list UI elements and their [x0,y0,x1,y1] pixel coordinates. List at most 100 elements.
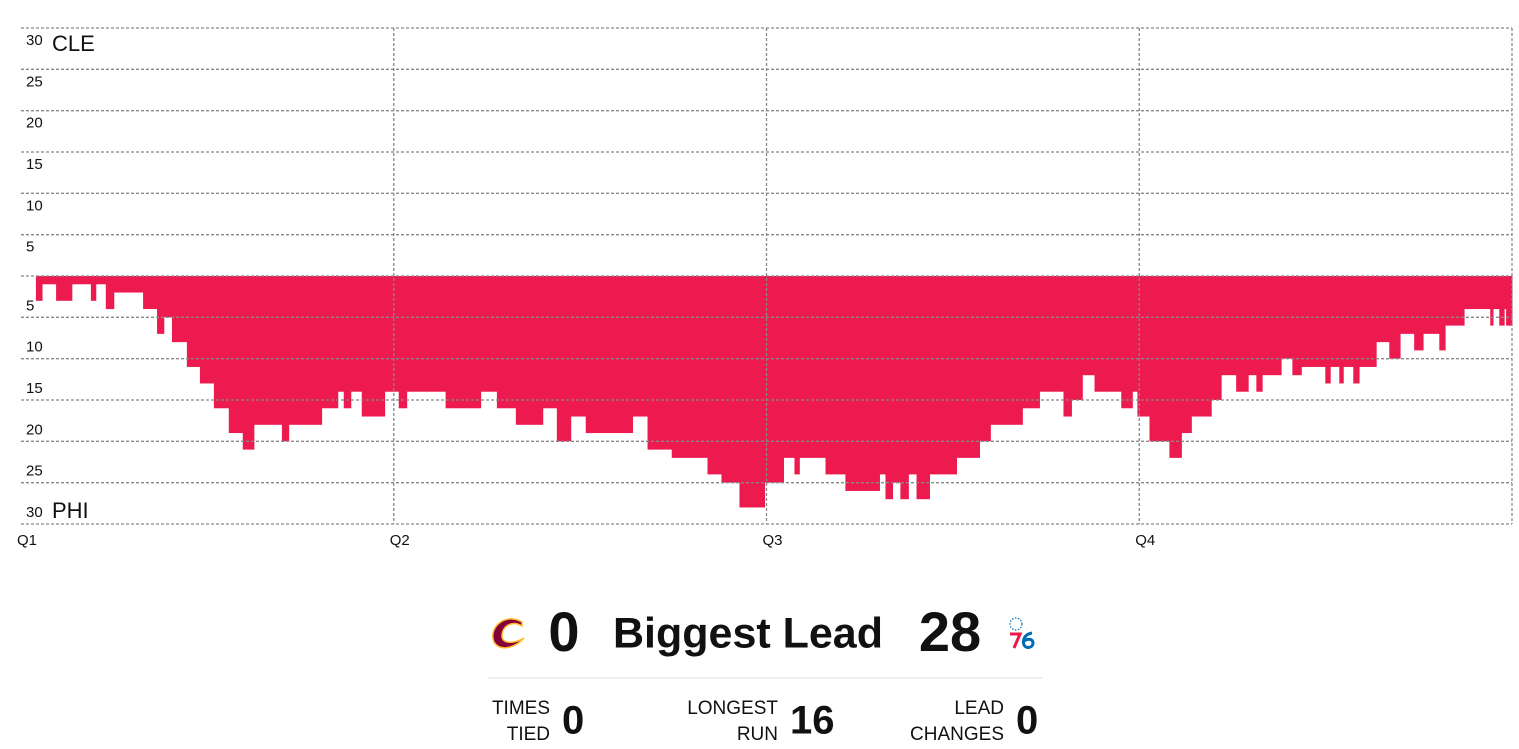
lead-step [113,276,144,293]
lead-step [35,276,43,301]
lead-step [632,276,648,417]
y-tick-label: 10 [26,197,43,214]
lead-step [1063,276,1072,417]
lead-step [885,276,894,500]
stat-label: TIMES [492,698,550,719]
lead-step [253,276,283,425]
bottom-team-label: PHI [52,498,89,523]
lead-step [1464,276,1491,310]
lead-step [105,276,115,310]
lead-step [213,276,230,409]
lead-step [1181,276,1192,434]
lead-step [321,276,339,409]
lead-step [1039,276,1064,392]
y-tick-label: 20 [26,421,43,438]
lead-step [406,276,447,392]
lead-step [288,276,323,425]
lead-step [799,276,826,458]
lead-step [892,276,901,483]
x-tick-label: Q3 [763,532,783,549]
lead-step [228,276,244,434]
lead-step [1132,276,1138,392]
y-tick-label: 5 [26,297,34,314]
lead-step [979,276,991,442]
lead-step [480,276,498,392]
lead-step [1149,276,1170,442]
stat-label: TIED [507,724,550,745]
lead-step [1493,276,1500,310]
lead-step [647,276,673,450]
y-tick-label: 20 [26,115,43,132]
lead-step [1262,276,1282,376]
lead-step [1292,276,1302,376]
stat-label: CHANGES [910,724,1004,745]
y-tick-label: 30 [26,504,43,521]
lead-step [42,276,57,285]
x-tick-label: Q4 [1135,532,1155,549]
y-tick-label: 30 [26,32,43,49]
x-tick-label: Q1 [17,532,37,549]
lead-step [585,276,634,434]
lead-step [242,276,255,450]
lead-step [739,276,766,508]
lead-step [1423,276,1440,334]
lead-step [1414,276,1424,351]
lead-step [956,276,980,458]
lead-step [56,276,73,301]
lead-step [143,276,158,310]
biggest-lead-label: Biggest Lead [613,609,883,657]
lead-step [879,276,886,475]
lead-step [1343,276,1354,367]
lead-step [1330,276,1340,367]
stat-value: 16 [790,699,835,743]
lead-step [1359,276,1377,367]
y-tick-label: 15 [26,156,43,173]
lead-step [337,276,345,392]
lead-step [281,276,290,442]
lead-step [1301,276,1326,367]
y-tick-label: 25 [26,463,43,480]
lead-step [1504,276,1507,310]
lead-step [350,276,363,392]
stat-label: LONGEST [687,698,778,719]
stat-value: 0 [1016,699,1038,743]
y-tick-label: 10 [26,339,43,356]
lead-step [1121,276,1133,409]
lead-step [929,276,958,475]
biggest-lead-left: 0 [548,600,579,663]
lead-step [990,276,1023,425]
lead-step [1325,276,1331,384]
lead-step [90,276,97,301]
lead-step [1071,276,1083,400]
stat-label: LEAD [954,698,1004,719]
lead-step [1169,276,1182,458]
stat-label: RUN [737,724,778,745]
lead-step [783,276,795,458]
lead-step [199,276,215,384]
lead-step [794,276,800,475]
lead-step [916,276,930,500]
lead-step [157,276,165,334]
lead-step [1022,276,1040,409]
lead-step [398,276,408,409]
lead-step [570,276,587,417]
lead-step [171,276,188,343]
top-team-label: CLE [52,31,95,56]
lead-step [845,276,880,491]
lead-step [163,276,173,318]
lead-step [1389,276,1401,359]
lead-step [445,276,482,409]
lead-step [1191,276,1212,417]
lead-step [542,276,558,409]
lead-step [1445,276,1465,326]
lead-step [671,276,708,458]
lead-step [1137,276,1150,417]
lead-step [900,276,909,500]
lead-step [71,276,92,285]
cavs-logo [492,618,525,649]
lead-step [721,276,740,483]
lead-step [1082,276,1095,376]
lead-step [825,276,846,475]
lead-step [1221,276,1237,376]
lead-step [1376,276,1390,343]
